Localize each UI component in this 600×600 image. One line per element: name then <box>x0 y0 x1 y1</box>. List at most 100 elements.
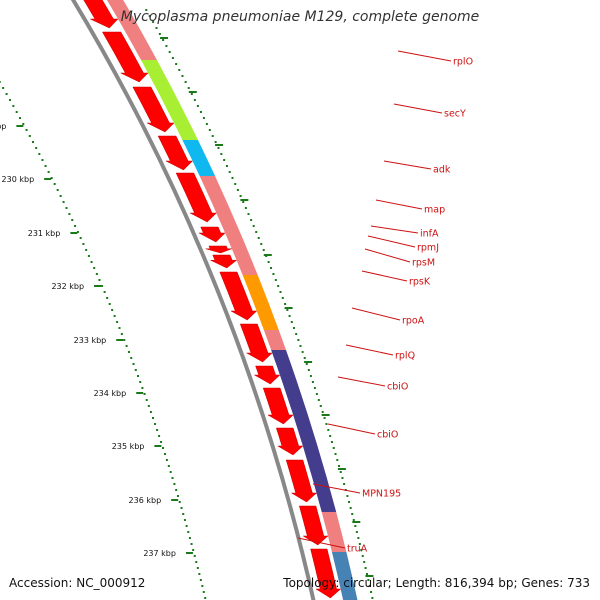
scale-dot <box>103 291 106 293</box>
gene-leader-line <box>337 376 386 387</box>
scale-dot <box>357 537 360 539</box>
kbp-label: 237 kbp <box>143 549 176 558</box>
gene-label: rpoA <box>402 316 425 327</box>
scale-dot <box>187 531 190 533</box>
scale-dot <box>336 459 339 461</box>
scale-dot <box>139 381 142 383</box>
scale-dot <box>360 549 363 551</box>
scale-dot <box>220 153 223 155</box>
scale-dot <box>149 411 152 413</box>
scale-dot <box>162 39 165 41</box>
scale-dot <box>5 93 8 95</box>
scale-dot <box>214 141 217 143</box>
scale-dot <box>315 393 318 395</box>
scale-dot <box>15 111 18 113</box>
scale-dot <box>286 309 289 311</box>
scale-dot <box>134 369 137 371</box>
gene-leader-line <box>351 307 401 321</box>
scale-dot <box>41 159 44 161</box>
scale-dot <box>106 297 109 299</box>
kbp-label: 230 kbp <box>2 175 35 184</box>
scale-dot <box>82 243 85 245</box>
scale-dot <box>180 507 183 509</box>
scale-dot <box>217 147 220 149</box>
scale-dot <box>351 513 354 515</box>
scale-dot <box>158 33 161 35</box>
gene-leader-line <box>312 483 361 494</box>
scale-dot <box>74 225 77 227</box>
kbp-label: 229 kbp <box>0 122 6 131</box>
gene-leader-line <box>327 423 376 435</box>
scale-dot <box>71 219 74 221</box>
scale-dot <box>301 351 304 353</box>
annotation-ring-segment <box>242 275 279 330</box>
scale-dot <box>272 273 275 275</box>
scale-dot <box>330 441 333 443</box>
gene-leader-line <box>367 235 416 248</box>
scale-dot <box>334 453 337 455</box>
gene-label: cbiO <box>377 430 398 441</box>
scale-dot <box>341 477 344 479</box>
cds-arrow <box>102 31 149 83</box>
cds-arrow <box>299 505 329 546</box>
scale-dot <box>196 567 199 569</box>
gene-label: secY <box>444 109 466 120</box>
scale-dot <box>346 495 349 497</box>
scale-dot <box>267 261 270 263</box>
scale-dot <box>145 399 148 401</box>
scale-dot <box>332 447 335 449</box>
scale-dot <box>244 207 247 209</box>
scale-dot <box>343 483 346 485</box>
scale-dot <box>93 267 96 269</box>
scale-dot <box>162 447 165 449</box>
annotation-ring-segment <box>331 552 358 600</box>
scale-dot <box>175 489 178 491</box>
scale-dot <box>38 153 41 155</box>
scale-dot <box>171 57 174 59</box>
scale-dot <box>184 81 187 83</box>
scale-dot <box>154 423 157 425</box>
scale-dot <box>171 477 174 479</box>
scale-dot <box>59 195 62 197</box>
scale-dot <box>198 573 201 575</box>
cds-arrow <box>219 271 258 321</box>
scale-dot <box>295 333 298 335</box>
annotation-ring-segment <box>182 140 216 176</box>
scale-dot <box>151 417 154 419</box>
scale-dot <box>141 387 144 389</box>
genome-backbone <box>70 0 316 600</box>
scale-dot <box>68 213 71 215</box>
scale-dot <box>365 573 368 575</box>
scale-dot <box>182 513 185 515</box>
scale-dot <box>225 165 228 167</box>
scale-dot <box>208 129 211 131</box>
scale-dot <box>167 465 170 467</box>
scale-dot <box>120 333 123 335</box>
scale-dot <box>260 243 263 245</box>
scale-dot <box>56 189 59 191</box>
scale-dot <box>223 159 226 161</box>
scale-dot <box>187 87 190 89</box>
scale-dot <box>305 363 308 365</box>
scale-dot <box>252 225 255 227</box>
scale-dot <box>35 147 38 149</box>
scale-dot <box>169 471 172 473</box>
scale-dot <box>303 357 306 359</box>
scale-dot <box>255 231 258 233</box>
scale-dot <box>293 327 296 329</box>
scale-dot <box>156 429 159 431</box>
gene-label: MPN195 <box>362 489 401 500</box>
scale-dot <box>193 99 196 101</box>
gene-leader-line <box>345 344 394 356</box>
scale-dot <box>22 123 25 125</box>
scale-dot <box>211 135 214 137</box>
scale-dot <box>339 471 342 473</box>
cds-arrow <box>253 365 281 385</box>
scale-dot <box>349 507 352 509</box>
scale-dot <box>132 363 135 365</box>
scale-dot <box>242 201 245 203</box>
scale-dot <box>160 441 163 443</box>
scale-dot <box>352 519 355 521</box>
annotation-ring-segment <box>106 0 157 60</box>
